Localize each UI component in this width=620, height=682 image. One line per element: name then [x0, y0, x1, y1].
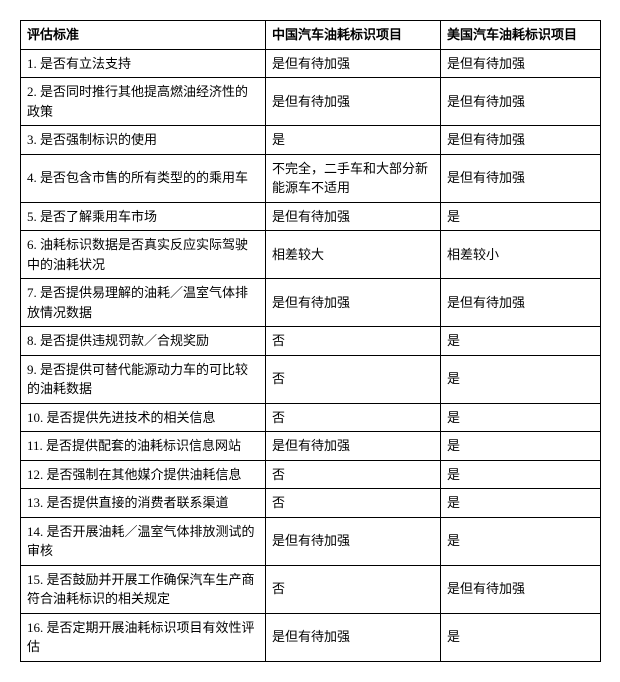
col-header-criteria: 评估标准 [21, 21, 266, 50]
value-cell: 是但有待加强 [441, 154, 601, 202]
criteria-cell: 2. 是否同时推行其他提高燃油经济性的政策 [21, 78, 266, 126]
table-row: 3. 是否强制标识的使用是是但有待加强 [21, 126, 601, 155]
table-header-row: 评估标准 中国汽车油耗标识项目 美国汽车油耗标识项目 [21, 21, 601, 50]
value-cell: 否 [266, 460, 441, 489]
value-cell: 是 [441, 355, 601, 403]
value-cell: 否 [266, 489, 441, 518]
criteria-cell: 7. 是否提供易理解的油耗／温室气体排放情况数据 [21, 279, 266, 327]
value-cell: 是 [441, 403, 601, 432]
criteria-cell: 6. 油耗标识数据是否真实反应实际驾驶中的油耗状况 [21, 231, 266, 279]
value-cell: 是 [441, 460, 601, 489]
value-cell: 是 [441, 432, 601, 461]
value-cell: 是但有待加强 [266, 78, 441, 126]
criteria-cell: 16. 是否定期开展油耗标识项目有效性评估 [21, 613, 266, 661]
table-row: 16. 是否定期开展油耗标识项目有效性评估是但有待加强是 [21, 613, 601, 661]
table-row: 4. 是否包含市售的所有类型的的乘用车不完全，二手车和大部分新能源车不适用是但有… [21, 154, 601, 202]
value-cell: 是但有待加强 [441, 78, 601, 126]
value-cell: 是 [441, 613, 601, 661]
value-cell: 是但有待加强 [441, 279, 601, 327]
table-row: 9. 是否提供可替代能源动力车的可比较的油耗数据否是 [21, 355, 601, 403]
criteria-cell: 14. 是否开展油耗／温室气体排放测试的审核 [21, 517, 266, 565]
table-row: 5. 是否了解乘用车市场是但有待加强是 [21, 202, 601, 231]
value-cell: 是但有待加强 [441, 49, 601, 78]
value-cell: 是但有待加强 [266, 517, 441, 565]
value-cell: 是但有待加强 [441, 126, 601, 155]
table-row: 10. 是否提供先进技术的相关信息否是 [21, 403, 601, 432]
value-cell: 是但有待加强 [266, 202, 441, 231]
criteria-cell: 15. 是否鼓励并开展工作确保汽车生产商符合油耗标识的相关规定 [21, 565, 266, 613]
value-cell: 是 [441, 327, 601, 356]
criteria-cell: 11. 是否提供配套的油耗标识信息网站 [21, 432, 266, 461]
table-row: 7. 是否提供易理解的油耗／温室气体排放情况数据是但有待加强是但有待加强 [21, 279, 601, 327]
criteria-cell: 13. 是否提供直接的消费者联系渠道 [21, 489, 266, 518]
criteria-cell: 9. 是否提供可替代能源动力车的可比较的油耗数据 [21, 355, 266, 403]
value-cell: 不完全，二手车和大部分新能源车不适用 [266, 154, 441, 202]
criteria-cell: 8. 是否提供违规罚款／合规奖励 [21, 327, 266, 356]
table-row: 11. 是否提供配套的油耗标识信息网站是但有待加强是 [21, 432, 601, 461]
criteria-cell: 5. 是否了解乘用车市场 [21, 202, 266, 231]
criteria-cell: 12. 是否强制在其他媒介提供油耗信息 [21, 460, 266, 489]
value-cell: 是但有待加强 [266, 432, 441, 461]
value-cell: 相差较小 [441, 231, 601, 279]
value-cell: 是 [441, 489, 601, 518]
criteria-cell: 1. 是否有立法支持 [21, 49, 266, 78]
table-row: 6. 油耗标识数据是否真实反应实际驾驶中的油耗状况相差较大相差较小 [21, 231, 601, 279]
col-header-us: 美国汽车油耗标识项目 [441, 21, 601, 50]
value-cell: 是但有待加强 [266, 279, 441, 327]
table-row: 13. 是否提供直接的消费者联系渠道否是 [21, 489, 601, 518]
table-row: 2. 是否同时推行其他提高燃油经济性的政策是但有待加强是但有待加强 [21, 78, 601, 126]
criteria-cell: 10. 是否提供先进技术的相关信息 [21, 403, 266, 432]
table-row: 12. 是否强制在其他媒介提供油耗信息否是 [21, 460, 601, 489]
table-row: 14. 是否开展油耗／温室气体排放测试的审核是但有待加强是 [21, 517, 601, 565]
comparison-table: 评估标准 中国汽车油耗标识项目 美国汽车油耗标识项目 1. 是否有立法支持是但有… [20, 20, 601, 662]
value-cell: 是 [441, 202, 601, 231]
criteria-cell: 4. 是否包含市售的所有类型的的乘用车 [21, 154, 266, 202]
table-row: 8. 是否提供违规罚款／合规奖励否是 [21, 327, 601, 356]
value-cell: 否 [266, 565, 441, 613]
value-cell: 是 [266, 126, 441, 155]
table-row: 1. 是否有立法支持是但有待加强是但有待加强 [21, 49, 601, 78]
value-cell: 否 [266, 403, 441, 432]
value-cell: 相差较大 [266, 231, 441, 279]
value-cell: 否 [266, 355, 441, 403]
col-header-china: 中国汽车油耗标识项目 [266, 21, 441, 50]
table-row: 15. 是否鼓励并开展工作确保汽车生产商符合油耗标识的相关规定否是但有待加强 [21, 565, 601, 613]
value-cell: 是但有待加强 [266, 613, 441, 661]
value-cell: 是 [441, 517, 601, 565]
value-cell: 是但有待加强 [266, 49, 441, 78]
value-cell: 否 [266, 327, 441, 356]
value-cell: 是但有待加强 [441, 565, 601, 613]
criteria-cell: 3. 是否强制标识的使用 [21, 126, 266, 155]
table-body: 1. 是否有立法支持是但有待加强是但有待加强2. 是否同时推行其他提高燃油经济性… [21, 49, 601, 661]
